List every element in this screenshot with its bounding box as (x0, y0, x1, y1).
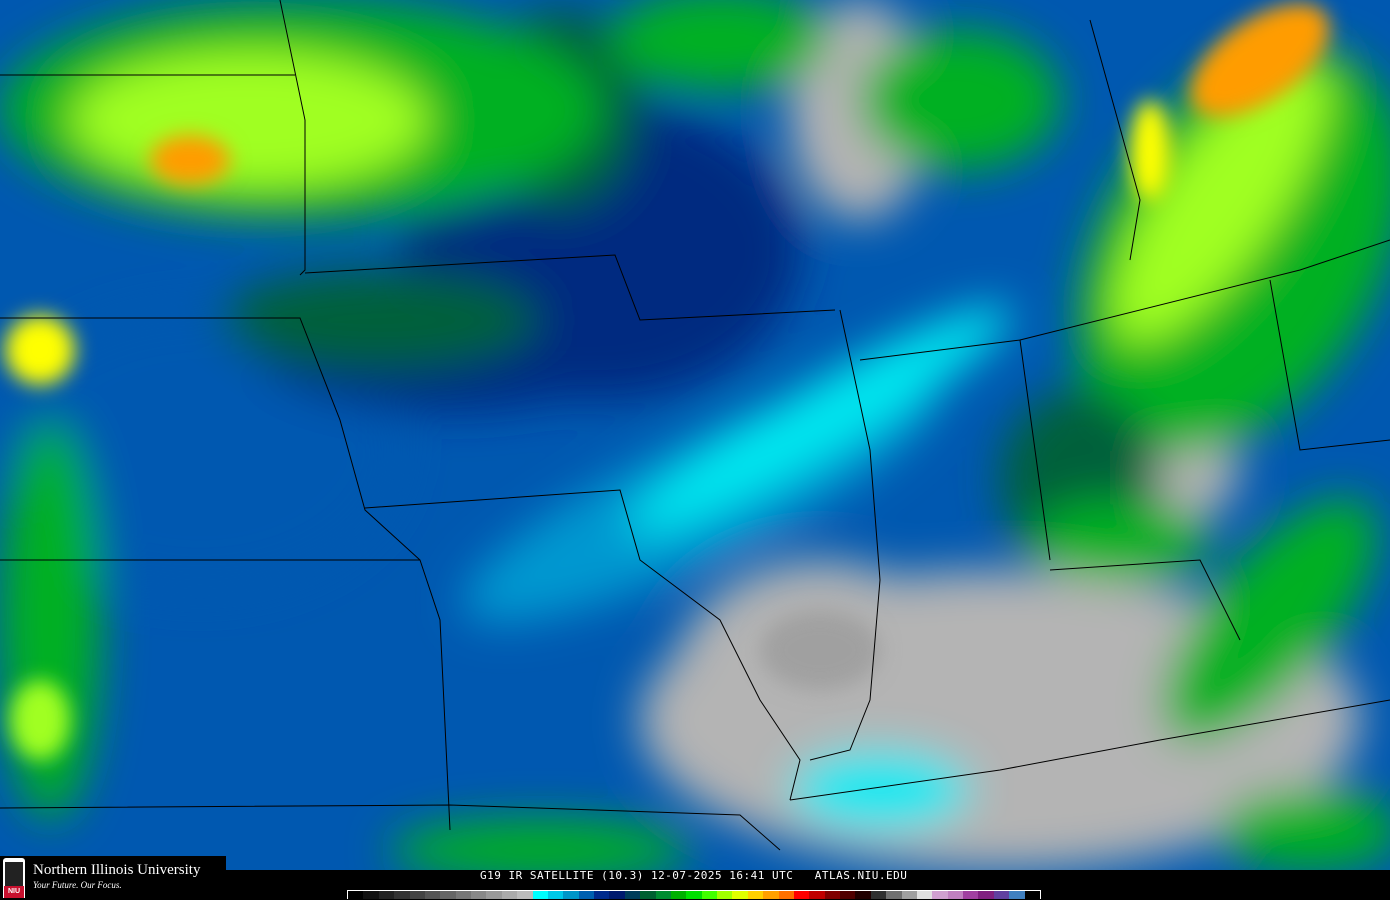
colorbar-swatch (670, 891, 687, 899)
colorbar-swatch (532, 891, 548, 899)
colorbar-swatch (440, 891, 456, 899)
logo-badge: NIU (4, 886, 24, 898)
colorbar-swatch (886, 891, 902, 899)
colorbar-swatch (901, 891, 917, 899)
colorbar-swatch (563, 891, 579, 899)
colorbar-swatch (870, 891, 887, 899)
colorbar-swatch (594, 891, 610, 899)
colorbar-swatch (855, 891, 871, 899)
colorbar-swatch (778, 891, 794, 899)
colorbar-swatch (578, 891, 594, 899)
colorbar-swatch (486, 891, 502, 899)
colorbar-swatch (363, 891, 379, 899)
colorbar-swatch (348, 891, 364, 899)
colorbar-swatch (978, 891, 994, 899)
colorbar-swatch (378, 891, 395, 899)
colorbar-swatch (424, 891, 441, 899)
niu-seal-icon: NIU (3, 858, 25, 898)
colorbar-swatch (763, 891, 779, 899)
colorbar-swatch (409, 891, 425, 899)
colorbar-swatch (501, 891, 518, 899)
colorbar-swatch (809, 891, 825, 899)
colorbar-swatch (1024, 891, 1040, 899)
colorbar-swatch (624, 891, 641, 899)
colorbar-swatch (701, 891, 717, 899)
logo-name: Northern Illinois University (33, 862, 201, 878)
colorbar-swatch (1009, 891, 1025, 899)
colorbar-swatch (640, 891, 656, 899)
temperature-colorbar (347, 890, 1041, 899)
colorbar-swatch (517, 891, 533, 899)
colorbar-swatch (655, 891, 671, 899)
niu-logo: NIU Northern Illinois University Your Fu… (0, 856, 226, 900)
colorbar-swatch (471, 891, 487, 899)
colorbar-swatch (793, 891, 810, 899)
colorbar-swatch (717, 891, 733, 899)
colorbar-swatch (455, 891, 471, 899)
logo-tagline: Your Future. Our Focus. (33, 880, 122, 890)
colorbar-swatch (840, 891, 856, 899)
colorbar-swatch (947, 891, 963, 899)
colorbar-swatch (747, 891, 764, 899)
colorbar-swatch (609, 891, 625, 899)
image-caption: G19 IR SATELLITE (10.3) 12-07-2025 16:41… (480, 869, 908, 882)
colorbar-swatch (916, 891, 933, 899)
colorbar-swatch (394, 891, 410, 899)
colorbar-swatch (732, 891, 748, 899)
colorbar-swatch (932, 891, 948, 899)
colorbar-swatch (547, 891, 564, 899)
colorbar-swatch (993, 891, 1010, 899)
colorbar-swatch (824, 891, 840, 899)
colorbar-swatch (686, 891, 702, 899)
colorbar-swatch (963, 891, 979, 899)
satellite-ir-image (0, 0, 1390, 870)
